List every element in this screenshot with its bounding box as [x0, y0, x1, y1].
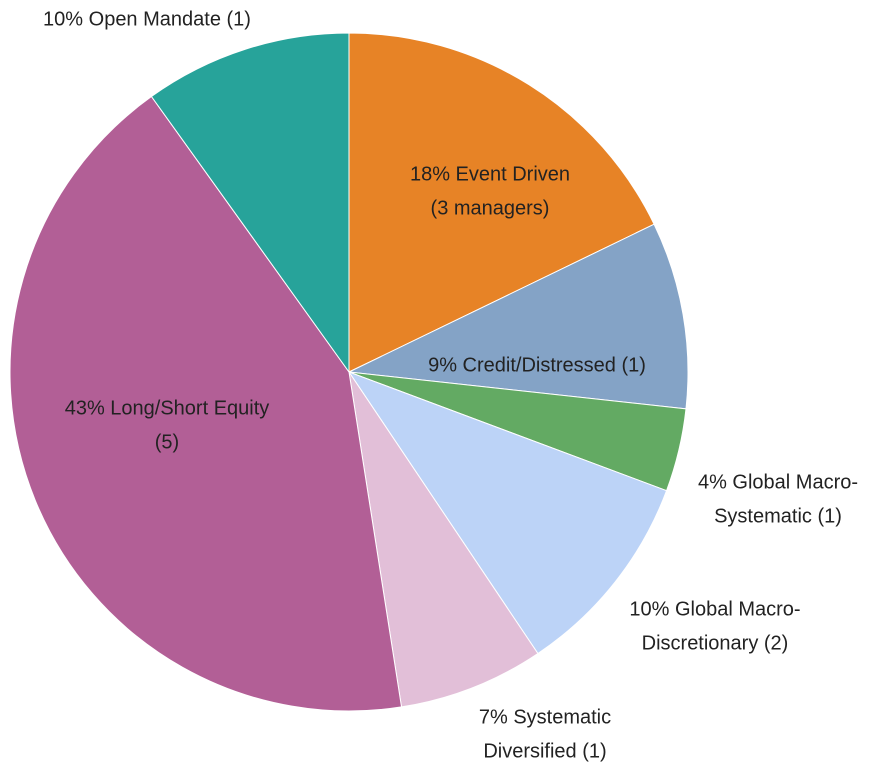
data-label: 10% Global Macro-: [629, 598, 800, 620]
data-label: Diversified (1): [483, 740, 606, 762]
pie-slice: [347, 223, 689, 410]
pie-slice: [150, 32, 350, 374]
pie-slice: [348, 32, 655, 373]
data-label: 4% Global Macro-: [698, 471, 858, 493]
data-label: 18% Event Driven: [410, 163, 570, 185]
data-label: 10% Open Mandate (1): [43, 8, 251, 30]
pie-slice: [348, 371, 539, 708]
pie-slice: [9, 95, 403, 712]
pie-slice: [347, 370, 668, 655]
data-label: Systematic (1): [714, 505, 842, 527]
data-label: (3 managers): [431, 197, 550, 219]
data-label: (5): [155, 431, 179, 453]
data-label: 7% Systematic: [479, 706, 611, 728]
data-label: 43% Long/Short Equity: [65, 397, 270, 419]
data-label: Discretionary (2): [642, 632, 789, 654]
data-label: 9% Credit/Distressed (1): [428, 354, 646, 376]
